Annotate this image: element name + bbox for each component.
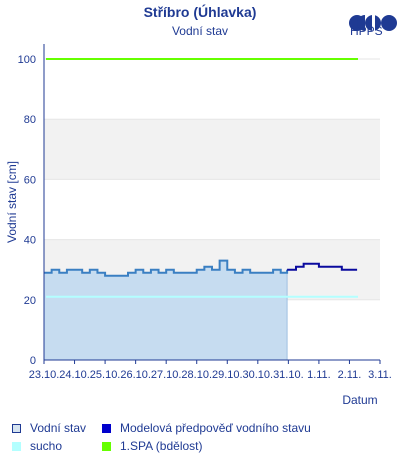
water-level-chart: 0 20 40 60 80 100 23.10. 24.10. 25.10. 26.10. 27.…: [5, 44, 392, 407]
y-axis-label: Vodní stav [cm]: [5, 161, 19, 243]
chart-subtitle: Vodní stav: [171, 24, 229, 38]
legend-label: sucho: [30, 439, 63, 453]
legend-item-spa1: 1.SPA (bdělost): [102, 438, 203, 454]
threshold-lines: [46, 58, 358, 298]
y-tick-label: 60: [24, 174, 36, 186]
chart-title: Stříbro (Úhlavka): [143, 4, 257, 20]
x-tick-label: 23.10.: [29, 369, 60, 381]
x-tick-label: 31.10.: [273, 369, 304, 381]
observed-area-fill: [44, 260, 288, 360]
forecast-series-line: [287, 262, 358, 271]
x-tick-label: 2.11.: [338, 369, 362, 381]
x-tick-labels: 23.10. 24.10. 25.10. 26.10. 27.10. 28.10. 29.1…: [29, 360, 392, 381]
axes: [43, 44, 380, 361]
x-tick-label: 24.10.: [59, 369, 90, 381]
legend-label: Modelová předpověď vodního stavu: [120, 421, 311, 435]
x-tick-label: 1.11.: [307, 369, 331, 381]
y-tick-label: 20: [24, 295, 36, 307]
legend-swatch-water-level: [12, 423, 21, 433]
legend-item-water-level: Vodní stav: [12, 420, 86, 436]
legend-swatch-drought: [12, 441, 21, 451]
legend-item-drought: sucho: [12, 438, 62, 454]
y-tick-label: 0: [30, 355, 36, 367]
x-tick-label: 29.10.: [212, 369, 243, 381]
x-tick-label: 28.10.: [181, 369, 212, 381]
x-tick-label: 25.10.: [90, 369, 121, 381]
legend-label: 1.SPA (bdělost): [120, 439, 203, 453]
y-tick-label: 40: [24, 235, 36, 247]
x-axis-label: Datum: [342, 393, 377, 407]
observed-area: [44, 260, 288, 360]
hpps-logo-icon: [349, 14, 397, 32]
observed-series-line: [44, 259, 289, 277]
x-tick-label: 27.10.: [151, 369, 182, 381]
grid-band: [44, 119, 380, 180]
x-tick-label: 26.10.: [120, 369, 151, 381]
y-tick-label: 80: [24, 114, 36, 126]
x-tick-label: 30.10.: [243, 369, 274, 381]
legend-swatch-spa1: [102, 441, 111, 451]
series-lines: [44, 259, 358, 277]
legend-swatch-forecast: [102, 423, 111, 433]
legend-label: Vodní stav: [30, 421, 87, 435]
x-tick-label: 3.11.: [368, 369, 392, 381]
legend: Vodní stav Modelová předpověď vodního st…: [0, 416, 400, 460]
logo-text: HPPS: [350, 24, 383, 38]
y-tick-label: 100: [18, 54, 36, 66]
y-tick-labels: 0 20 40 60 80 100: [18, 54, 36, 367]
legend-item-forecast: Modelová předpověď vodního stavu: [102, 420, 311, 436]
